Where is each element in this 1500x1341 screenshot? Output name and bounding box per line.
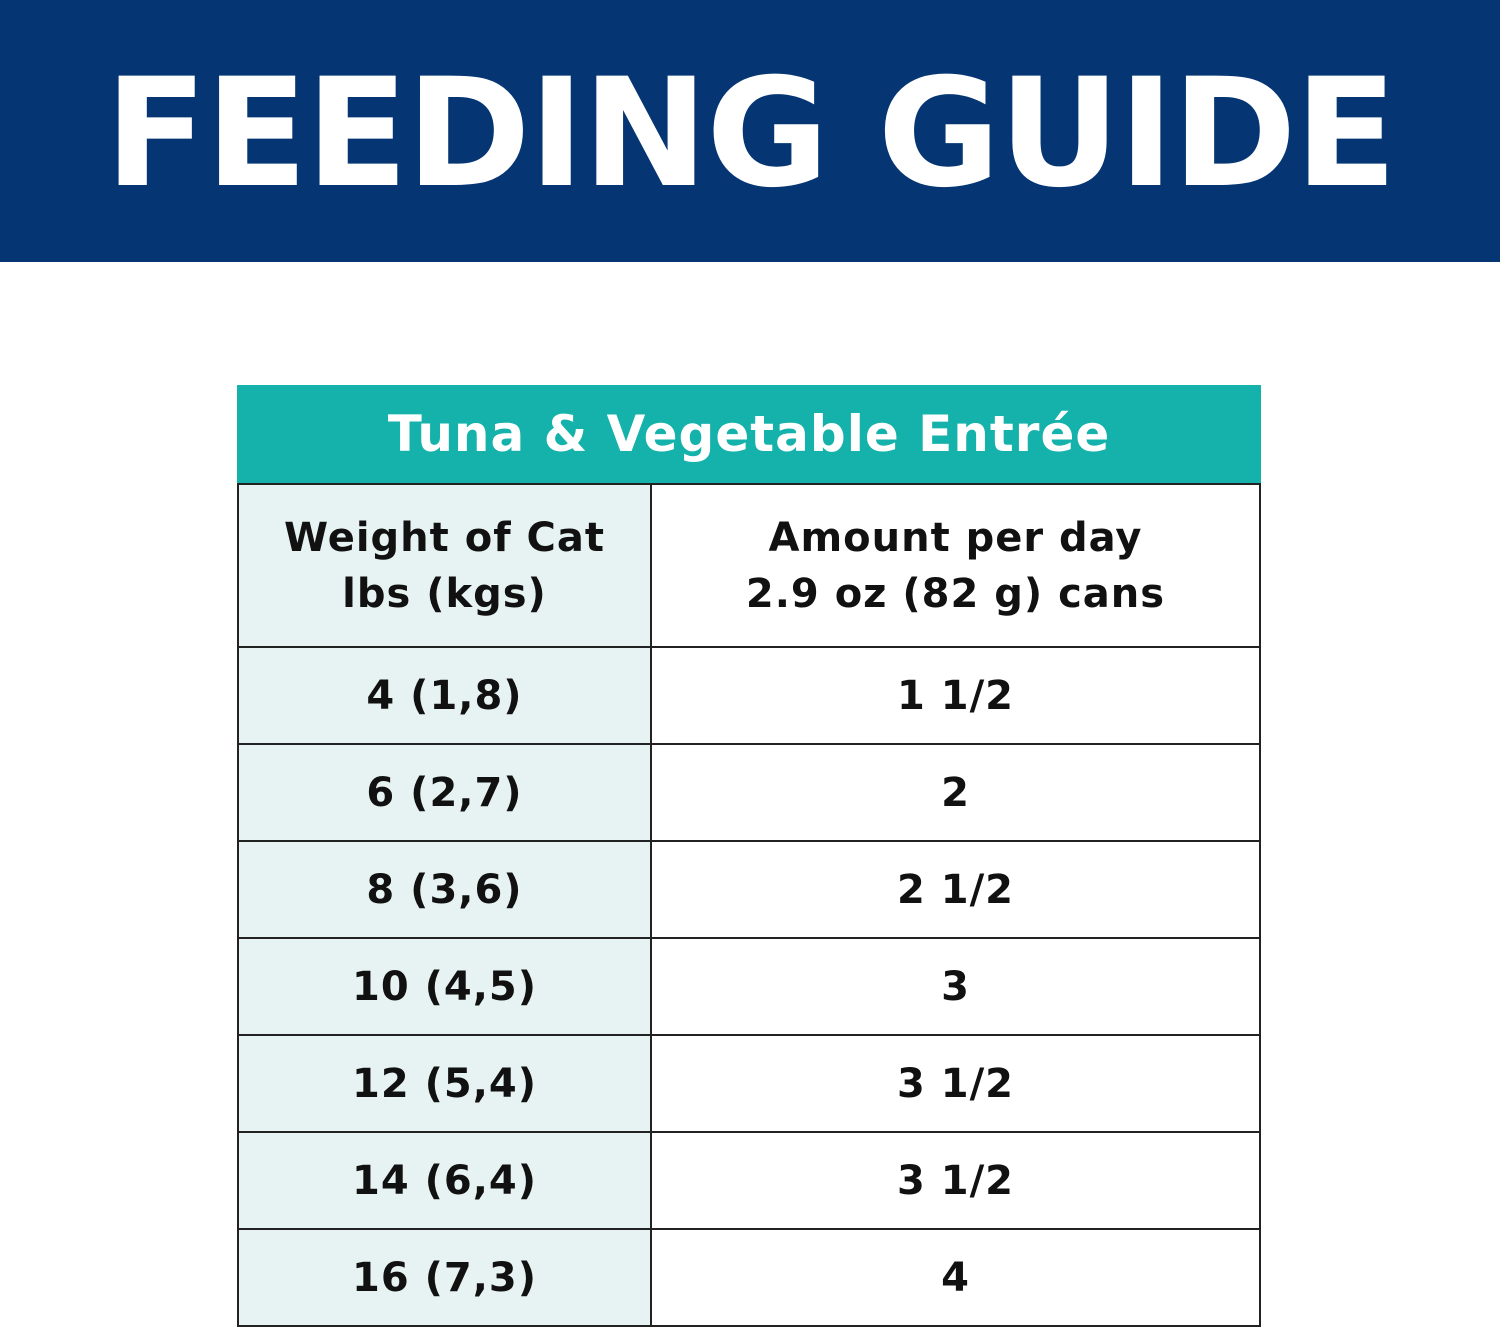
weight-column-header: Weight of Cat lbs (kgs) [237,483,652,648]
table-header-bar: Tuna & Vegetable Entrée [237,385,1261,483]
table-header-row: Weight of Cat lbs (kgs) Amount per day 2… [237,483,1261,648]
weight-cell: 10 (4,5) [237,937,652,1036]
table-row: 12 (5,4) 3 1/2 [237,1034,1261,1133]
weight-cell: 4 (1,8) [237,646,652,745]
weight-header-line2: lbs (kgs) [342,570,547,617]
weight-cell: 8 (3,6) [237,840,652,939]
amount-cell: 3 1/2 [650,1131,1261,1230]
weight-header-line1: Weight of Cat [284,514,605,561]
amount-cell: 2 1/2 [650,840,1261,939]
amount-cell: 3 1/2 [650,1034,1261,1133]
weight-cell: 12 (5,4) [237,1034,652,1133]
amount-header-line2: 2.9 oz (82 g) cans [745,570,1166,617]
amount-cell: 2 [650,743,1261,842]
amount-cell: 4 [650,1228,1261,1327]
amount-cell: 3 [650,937,1261,1036]
feeding-table-container: Tuna & Vegetable Entrée Weight of Cat lb… [237,385,1261,1327]
weight-cell: 14 (6,4) [237,1131,652,1230]
table-row: 16 (7,3) 4 [237,1228,1261,1327]
feeding-table: Weight of Cat lbs (kgs) Amount per day 2… [237,483,1261,1327]
amount-header-line1: Amount per day [768,514,1143,561]
table-title: Tuna & Vegetable Entrée [387,405,1111,463]
amount-column-header: Amount per day 2.9 oz (82 g) cans [650,483,1261,648]
table-row: 10 (4,5) 3 [237,937,1261,1036]
table-row: 4 (1,8) 1 1/2 [237,646,1261,745]
weight-cell: 16 (7,3) [237,1228,652,1327]
table-row: 14 (6,4) 3 1/2 [237,1131,1261,1230]
weight-cell: 6 (2,7) [237,743,652,842]
title-banner: FEEDING GUIDE [0,0,1500,262]
table-row: 6 (2,7) 2 [237,743,1261,842]
table-row: 8 (3,6) 2 1/2 [237,840,1261,939]
amount-cell: 1 1/2 [650,646,1261,745]
page-title: FEEDING GUIDE [104,47,1397,221]
